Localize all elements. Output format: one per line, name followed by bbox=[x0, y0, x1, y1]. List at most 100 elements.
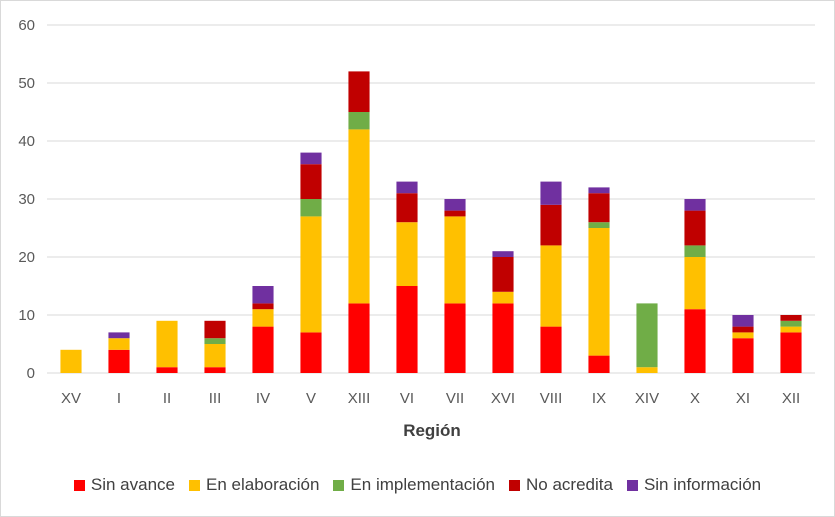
bar-segment bbox=[252, 326, 274, 373]
y-tick-label: 30 bbox=[18, 191, 35, 208]
bar-segment bbox=[780, 326, 802, 333]
gridlines bbox=[47, 24, 815, 374]
bar-segment bbox=[300, 199, 322, 217]
bar-segment bbox=[684, 199, 706, 211]
legend-item: Sin información bbox=[626, 475, 762, 495]
x-tick-label: XIV bbox=[635, 390, 659, 407]
legend-label: Sin avance bbox=[90, 475, 175, 494]
y-tick-label: 40 bbox=[18, 133, 35, 150]
x-tick-label: XII bbox=[782, 390, 800, 407]
bar-segment bbox=[684, 309, 706, 373]
bar-segment bbox=[492, 251, 514, 257]
y-axis-ticks: 0 10 20 30 40 50 60 bbox=[18, 17, 35, 382]
y-tick-label: 0 bbox=[27, 365, 35, 382]
bar-segment bbox=[108, 332, 130, 339]
bar-segment bbox=[588, 228, 610, 356]
bar-segment bbox=[444, 303, 466, 373]
x-tick-label: IV bbox=[256, 390, 270, 407]
bar-segment bbox=[252, 303, 274, 310]
bar-segment bbox=[636, 367, 658, 373]
x-tick-label: VIII bbox=[540, 390, 563, 407]
bar-segment bbox=[780, 332, 802, 373]
x-axis-title: Región bbox=[403, 421, 461, 440]
legend-label: En elaboración bbox=[206, 475, 320, 494]
x-tick-label: X bbox=[690, 390, 700, 407]
bar-segment bbox=[348, 71, 370, 112]
bar-segment bbox=[204, 344, 226, 368]
bar-segment bbox=[540, 181, 562, 205]
legend-label: No acredita bbox=[526, 475, 613, 494]
legend-label: Sin información bbox=[643, 475, 762, 494]
bar-segment bbox=[348, 112, 370, 130]
legend-swatch bbox=[509, 479, 520, 491]
legend-item: Sin avance bbox=[73, 475, 175, 495]
x-tick-label: VII bbox=[446, 390, 464, 407]
y-tick-label: 10 bbox=[18, 307, 35, 324]
bar-segment bbox=[444, 210, 466, 217]
bar-segment bbox=[204, 320, 226, 339]
bar-segment bbox=[780, 320, 802, 327]
x-axis-ticks: XV I II III IV V XIII VI VII XVI VIII IX XIV X XI XII bbox=[61, 390, 800, 407]
bar-segment bbox=[780, 315, 802, 321]
x-tick-label: XIII bbox=[348, 390, 371, 407]
x-tick-label: IX bbox=[592, 390, 606, 407]
bar-segment bbox=[492, 291, 514, 304]
bar-segment bbox=[732, 326, 754, 333]
bar-segment bbox=[588, 355, 610, 373]
legend-swatch bbox=[73, 479, 85, 491]
bar-segment bbox=[540, 326, 562, 373]
legend-item: En implementación bbox=[333, 475, 495, 495]
bar-segment bbox=[732, 338, 754, 373]
bar-segment bbox=[396, 286, 418, 373]
x-tick-label: V bbox=[306, 390, 316, 407]
bar-segment bbox=[588, 193, 610, 223]
legend-swatch bbox=[626, 479, 638, 491]
bar-segment bbox=[444, 216, 466, 304]
bar-segment bbox=[492, 303, 514, 373]
x-tick-label: XI bbox=[736, 390, 750, 407]
legend-swatch bbox=[333, 479, 345, 491]
bar-segment bbox=[300, 152, 322, 165]
bar-segment bbox=[252, 309, 274, 327]
bar-segment bbox=[204, 367, 226, 373]
bar-segment bbox=[108, 349, 130, 373]
bar-segment bbox=[540, 245, 562, 327]
x-tick-label: XV bbox=[61, 390, 81, 407]
legend-swatch bbox=[189, 479, 200, 491]
bar-segment bbox=[684, 210, 706, 246]
bar-segment bbox=[252, 286, 274, 304]
bar-segment bbox=[684, 257, 706, 310]
bar-segment bbox=[156, 320, 178, 368]
legend: Sin avance En elaboración En implementació… bbox=[1, 475, 834, 495]
y-tick-label: 60 bbox=[18, 17, 35, 34]
bar-segment bbox=[300, 216, 322, 333]
bar-segment bbox=[156, 367, 178, 373]
bar-segment bbox=[300, 332, 322, 373]
x-tick-label: II bbox=[163, 390, 171, 407]
bar-segment bbox=[108, 338, 130, 350]
bars bbox=[60, 71, 802, 373]
legend-item: En elaboración bbox=[189, 475, 319, 495]
bar-segment bbox=[636, 303, 658, 368]
bar-segment bbox=[732, 332, 754, 339]
bar-segment bbox=[396, 181, 418, 194]
x-tick-label: III bbox=[209, 390, 222, 407]
bar-segment bbox=[540, 204, 562, 246]
x-tick-label: I bbox=[117, 390, 121, 407]
bar-segment bbox=[396, 193, 418, 223]
bar-segment bbox=[588, 187, 610, 194]
legend-label: En implementación bbox=[350, 475, 495, 494]
y-tick-label: 50 bbox=[18, 75, 35, 92]
x-tick-label: XVI bbox=[491, 390, 515, 407]
y-tick-label: 20 bbox=[18, 249, 35, 266]
bar-segment bbox=[588, 222, 610, 228]
bar-segment bbox=[300, 164, 322, 199]
bar-segment bbox=[684, 245, 706, 257]
bar-segment bbox=[396, 222, 418, 286]
legend-item: No acredita bbox=[509, 475, 613, 495]
bar-segment bbox=[492, 257, 514, 292]
bar-segment bbox=[732, 315, 754, 327]
bar-segment bbox=[204, 338, 226, 344]
